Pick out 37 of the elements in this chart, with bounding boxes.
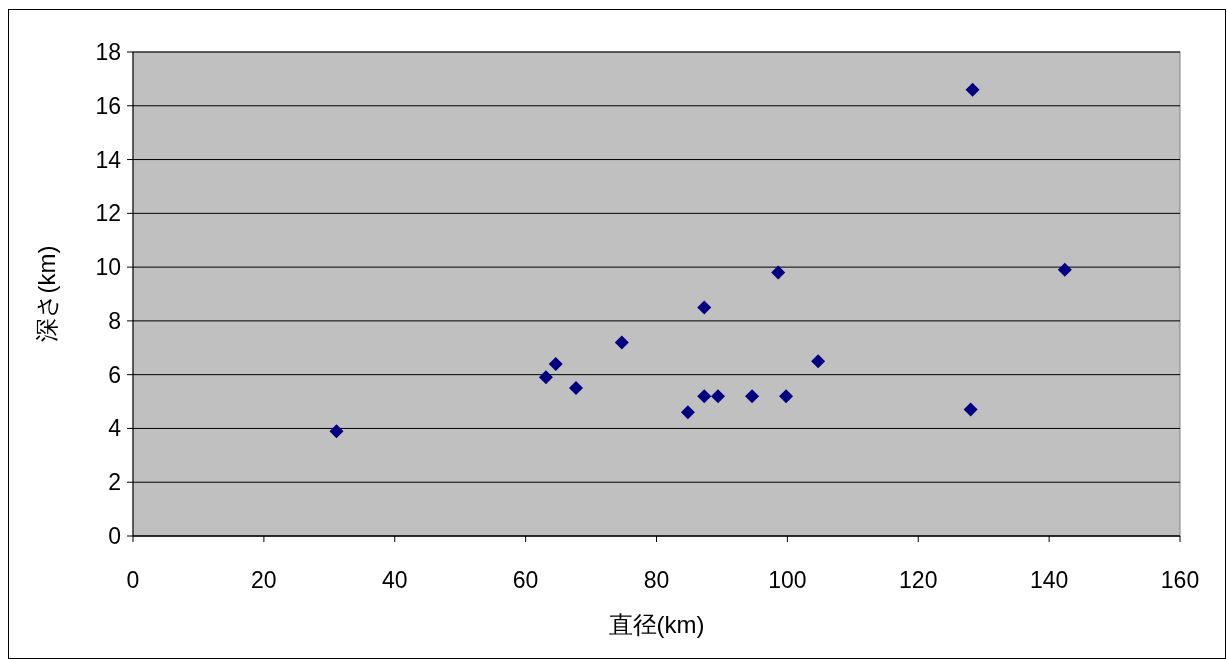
point (569, 381, 584, 396)
y-tick-label: 14 (95, 146, 122, 173)
y-tick-label: 6 (108, 361, 121, 388)
point (779, 389, 794, 404)
x-tick-label: 120 (899, 567, 938, 593)
point (963, 402, 978, 417)
x-tick-label: 0 (126, 567, 140, 593)
point (697, 300, 712, 315)
point (548, 356, 563, 371)
x-tick-label: 160 (1160, 567, 1200, 593)
y-tick-label: 12 (95, 200, 121, 227)
y-tick-label: 16 (95, 92, 121, 119)
y-tick-label: 4 (108, 415, 122, 442)
point (811, 354, 826, 369)
point (680, 405, 695, 420)
x-axis-title: 直径(km) (608, 611, 705, 638)
point (697, 389, 712, 404)
y-axis-title: 深さ(km) (33, 245, 60, 343)
point (538, 370, 553, 385)
point (1057, 262, 1072, 277)
point (329, 424, 344, 439)
x-tick-label: 60 (512, 567, 539, 593)
x-tick-label: 100 (768, 567, 807, 593)
x-tick-label: 140 (1029, 567, 1069, 593)
point (711, 389, 726, 404)
point (614, 335, 629, 350)
point (745, 389, 760, 404)
point (771, 265, 786, 280)
y-tick-label: 18 (95, 39, 121, 65)
y-tick-label: 2 (108, 469, 121, 496)
point (965, 82, 980, 97)
x-tick-label: 80 (643, 567, 670, 593)
y-tick-label: 0 (108, 523, 121, 549)
x-tick-label: 20 (251, 567, 277, 593)
y-tick-label: 8 (108, 307, 121, 334)
y-tick-label: 10 (95, 254, 121, 281)
x-tick-label: 40 (381, 567, 408, 593)
